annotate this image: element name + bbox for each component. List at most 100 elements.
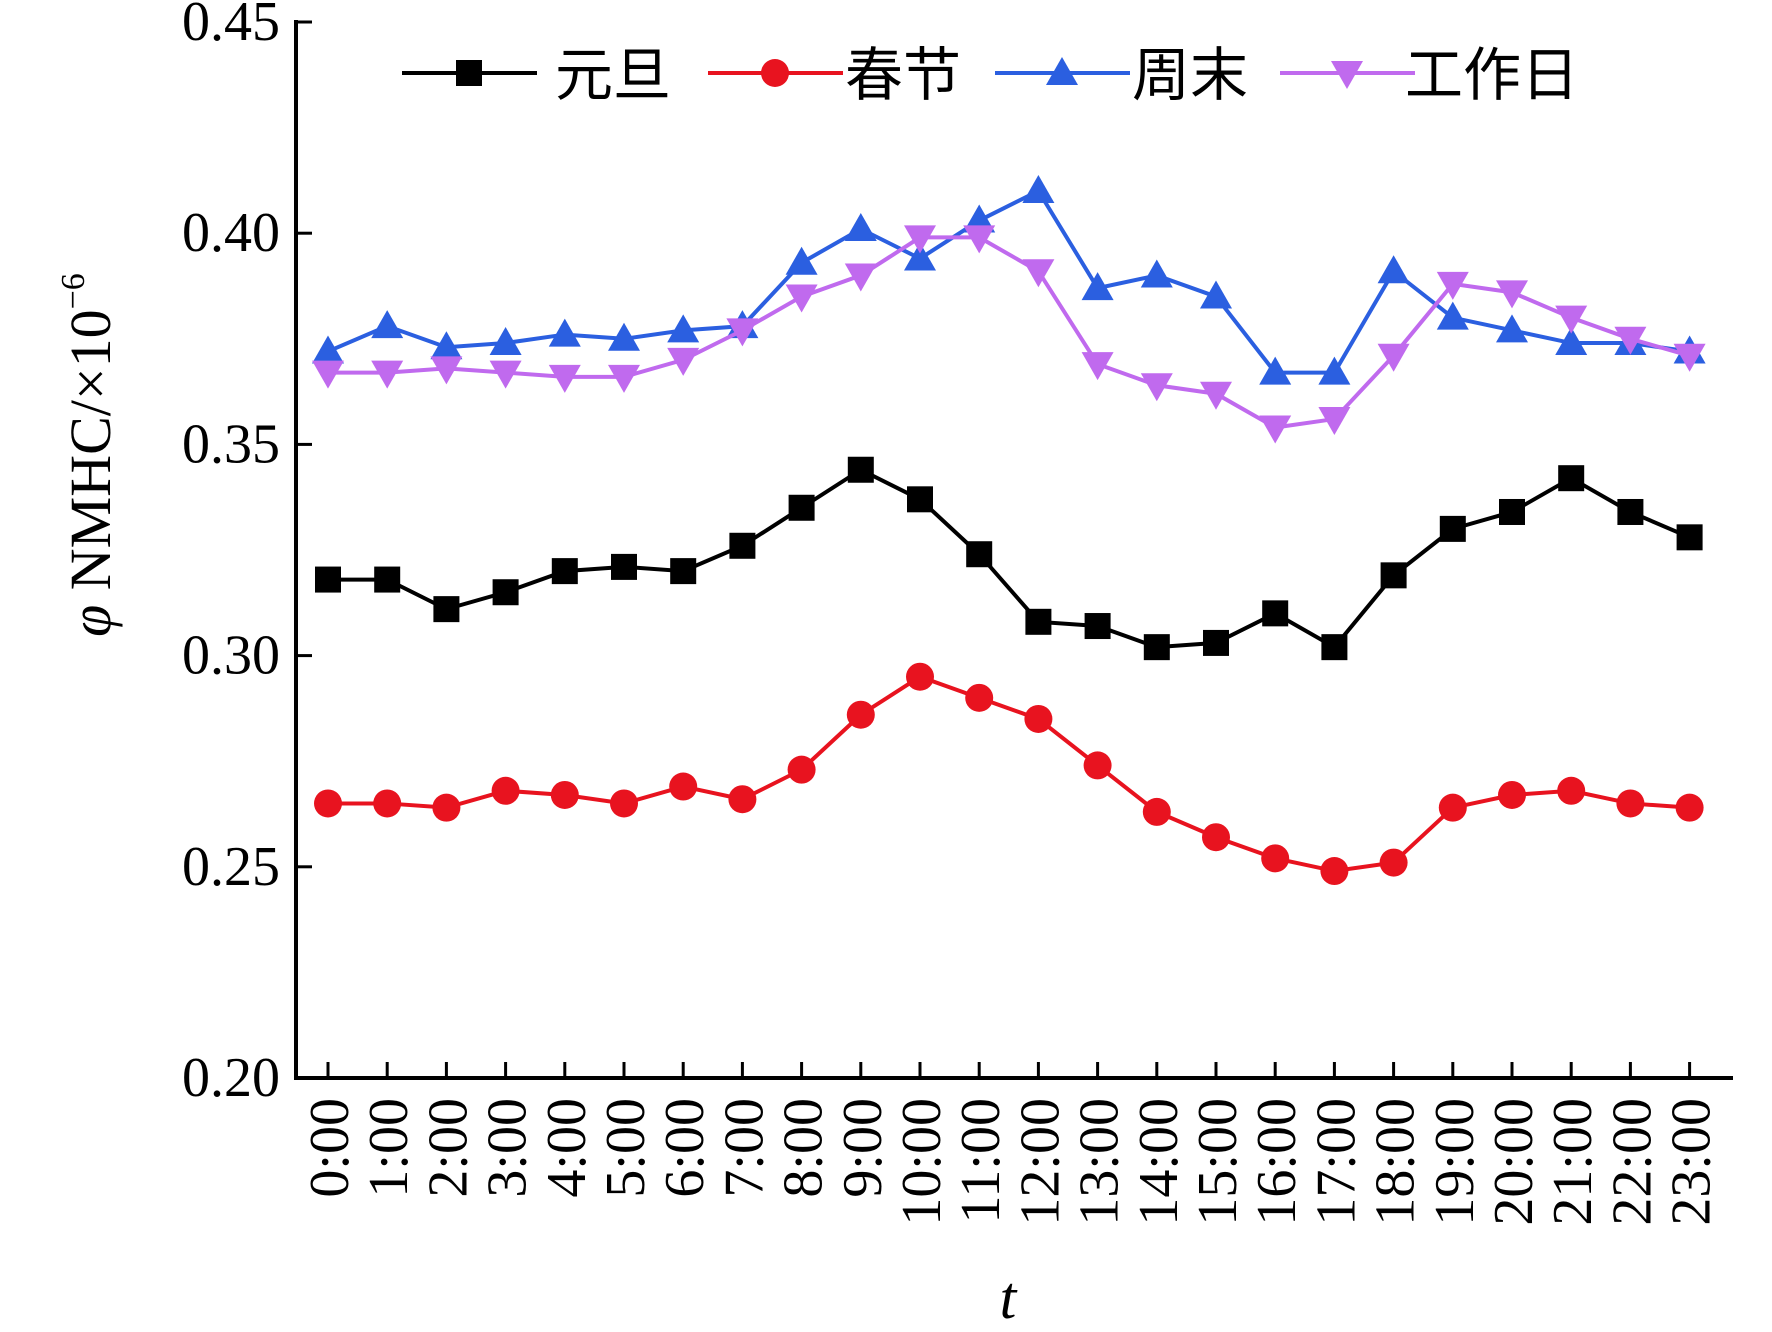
data-point (1081, 352, 1114, 381)
x-tick-label: 13:00 (1069, 1098, 1131, 1226)
data-point (906, 662, 934, 691)
data-point (492, 579, 519, 606)
x-tick-label: 18:00 (1365, 1098, 1427, 1226)
data-point (1496, 280, 1528, 309)
data-point (904, 225, 936, 254)
y-tick-label: 0.35 (182, 413, 280, 475)
data-point (907, 486, 933, 513)
data-point (1320, 857, 1349, 886)
data-point (1083, 751, 1112, 780)
data-point (551, 558, 578, 585)
data-point (965, 683, 994, 712)
x-tick-label: 19:00 (1424, 1098, 1486, 1226)
data-point (1318, 407, 1351, 436)
data-point (433, 596, 460, 623)
data-point (667, 314, 700, 343)
data-point (726, 318, 759, 347)
x-tick-label: 22:00 (1601, 1098, 1663, 1226)
data-point (785, 246, 818, 275)
data-point (1022, 174, 1055, 203)
x-tick-label: 14:00 (1128, 1098, 1190, 1226)
series-layer (312, 174, 1706, 886)
data-point (1142, 797, 1171, 826)
legend-marker (761, 59, 789, 87)
data-point (1380, 562, 1407, 589)
data-point (1081, 272, 1114, 301)
x-tick-label: 20:00 (1483, 1098, 1545, 1226)
x-axis-title: t (1000, 1265, 1018, 1331)
data-point (1439, 515, 1466, 542)
legend-item: 元旦 (402, 41, 671, 109)
data-point (1673, 343, 1706, 372)
data-point (1318, 356, 1351, 385)
series-4 (312, 225, 1706, 444)
y-tick-label: 0.30 (182, 625, 280, 687)
legend-item: 春节 (708, 41, 961, 109)
data-point (788, 494, 815, 521)
legend-item: 工作日 (1280, 41, 1579, 109)
data-point (728, 785, 757, 814)
y-tick-label: 0.25 (182, 836, 280, 898)
data-point (548, 318, 581, 347)
data-point (1024, 704, 1053, 733)
data-point (1498, 780, 1526, 809)
data-point (1557, 776, 1586, 805)
legend-label: 元旦 (555, 41, 671, 109)
x-tick-label: 7:00 (713, 1098, 775, 1198)
data-point (846, 700, 875, 729)
data-point (1203, 629, 1229, 656)
data-point (548, 364, 581, 393)
data-point (491, 776, 520, 805)
y-tick-label: 0.45 (182, 0, 280, 53)
series-line (327, 188, 1690, 375)
data-point (611, 553, 637, 580)
data-point (432, 793, 461, 822)
legend-marker (1331, 61, 1363, 89)
data-point (729, 532, 756, 559)
series-line (328, 467, 1691, 650)
x-tick-label: 2:00 (417, 1098, 479, 1198)
legend-marker (1046, 57, 1078, 85)
data-point (1555, 327, 1588, 356)
x-tick-label: 21:00 (1542, 1098, 1604, 1226)
data-point (1676, 524, 1703, 551)
data-point (1496, 314, 1528, 343)
data-point (608, 364, 640, 393)
x-tick-label: 4:00 (536, 1098, 598, 1198)
series-line (328, 235, 1691, 430)
data-point (1202, 823, 1230, 852)
data-point (1025, 608, 1052, 635)
x-tick-label: 23:00 (1661, 1098, 1723, 1226)
series-line (328, 674, 1690, 874)
data-point (1436, 271, 1469, 300)
data-point (489, 327, 522, 356)
data-point (371, 310, 404, 339)
data-point (1555, 305, 1588, 334)
data-point (667, 347, 700, 376)
data-point (1321, 634, 1348, 661)
data-point (373, 789, 402, 818)
data-point (1438, 793, 1467, 822)
legend-label: 春节 (845, 41, 961, 109)
legend-label: 周末 (1132, 41, 1248, 109)
legend-marker (456, 60, 482, 86)
data-point (1616, 789, 1645, 818)
data-point (1377, 255, 1410, 284)
y-tick-label: 0.20 (182, 1047, 280, 1109)
data-point (374, 566, 401, 593)
data-point (1379, 848, 1408, 877)
data-point (1140, 259, 1173, 288)
x-tick-label: 9:00 (832, 1098, 894, 1198)
x-tick-label: 8:00 (773, 1098, 835, 1198)
data-point (1262, 600, 1289, 627)
data-point (608, 322, 640, 351)
data-point (1200, 280, 1232, 309)
series-1 (315, 456, 1703, 661)
y-axis-title: φ NMHC/×10−6 (55, 273, 123, 637)
data-point (785, 284, 818, 313)
data-point (904, 242, 936, 271)
data-point (371, 360, 404, 389)
data-point (312, 360, 344, 389)
data-point (1499, 498, 1525, 525)
